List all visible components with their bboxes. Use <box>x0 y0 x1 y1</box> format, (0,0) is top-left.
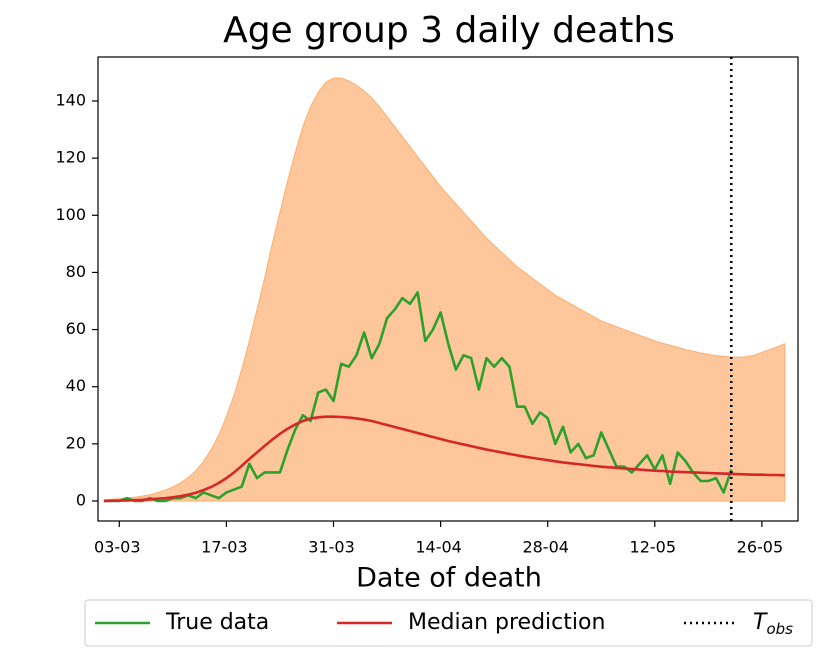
legend-box <box>84 599 813 647</box>
x-tick-label: 14-04 <box>415 538 462 557</box>
x-tick-label: 12-05 <box>630 538 677 557</box>
x-tick-label: 28-04 <box>522 538 569 557</box>
legend-label-base: T <box>753 610 768 635</box>
legend-label-subscript: obs <box>766 620 793 638</box>
x-tick-label: 26-05 <box>737 538 784 557</box>
y-tick-label: 140 <box>55 91 86 110</box>
x-tick-label: 17-03 <box>201 538 248 557</box>
y-tick-label: 40 <box>66 376 86 395</box>
y-tick-label: 120 <box>55 148 86 167</box>
legend-label: Median prediction <box>408 610 605 635</box>
legend-label: Tobs <box>753 610 793 638</box>
confidence-band <box>103 77 786 502</box>
plot-frame <box>97 56 799 522</box>
x-tick-label: 31-03 <box>308 538 355 557</box>
chart-title: Age group 3 daily deaths <box>223 10 675 51</box>
y-tick-label: 80 <box>66 262 86 281</box>
y-tick-label: 60 <box>66 319 86 338</box>
y-tick-label: 100 <box>55 205 86 224</box>
series-line <box>103 415 785 503</box>
x-axis-label: Date of death <box>356 563 542 594</box>
x-tick-label: 03-03 <box>94 538 141 557</box>
y-tick-label: 0 <box>76 491 86 510</box>
y-tick-label: 20 <box>66 433 86 452</box>
legend-label: True data <box>165 610 269 635</box>
